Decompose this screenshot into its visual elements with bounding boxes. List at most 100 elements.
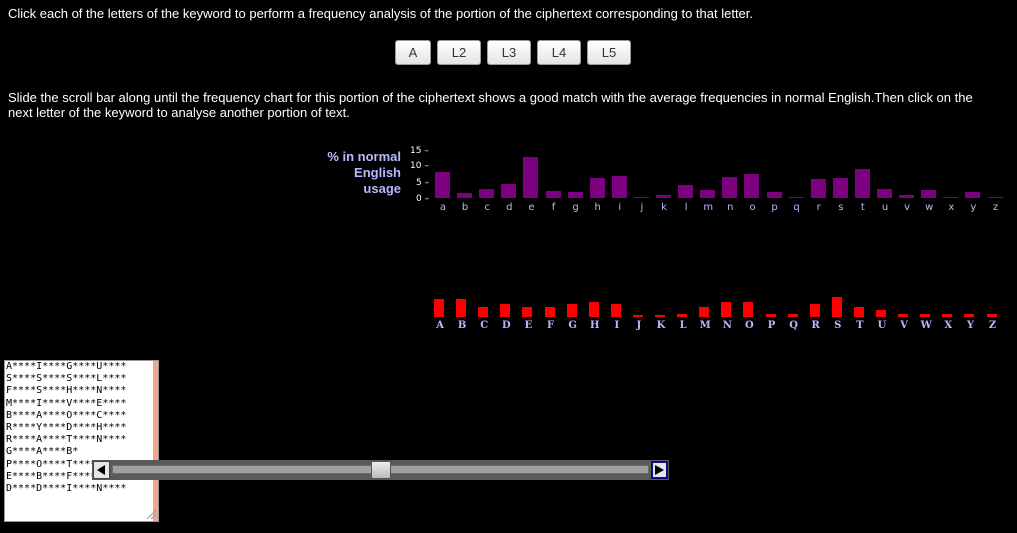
ciphertext-frequency-chart [432, 295, 1004, 317]
ciphertext-line: R****A****T****N**** [6, 434, 127, 446]
ciphertext-bar-D [500, 303, 511, 317]
ciphertext-lines: A****I****G****U**** S****S****S****L****… [5, 361, 158, 495]
ciphertext-line: R****Y****D****H**** [6, 422, 127, 434]
ciphertext-label-K: K [656, 320, 666, 331]
english-label-q: q [793, 202, 800, 213]
ciphertext-label-F: F [546, 320, 555, 331]
english-label-j: j [640, 202, 644, 213]
english-bar-h [589, 178, 605, 198]
english-label-y: y [970, 202, 977, 213]
english-label-f: f [551, 202, 556, 213]
english-bar-q [788, 197, 804, 198]
ciphertext-bar-T [853, 307, 864, 317]
ciphertext-label-H: H [589, 320, 600, 331]
key-button-l4[interactable]: L4 [537, 40, 581, 65]
ciphertext-bar-J [632, 315, 643, 317]
key-button-l2[interactable]: L2 [437, 40, 481, 65]
scroll-thumb[interactable] [370, 461, 391, 479]
ciphertext-label-Z: Z [988, 320, 997, 331]
ciphertext-label-J: J [636, 320, 642, 331]
ciphertext-line: G****A****B* [6, 446, 79, 458]
textarea-edge [153, 361, 158, 521]
ciphertext-bar-S [831, 297, 842, 317]
english-label-w: w [925, 202, 934, 213]
english-bar-g [567, 191, 583, 198]
english-bar-k [656, 195, 671, 198]
ciphertext-line: M****I****V****E**** [6, 397, 127, 409]
english-label-u: u [881, 202, 889, 213]
ytick-5: 5 – [416, 178, 430, 188]
ciphertext-label-I: I [614, 320, 620, 331]
ciphertext-label-W: W [920, 320, 932, 331]
ciphertext-label-O: O [745, 320, 754, 331]
english-bar-c [479, 189, 495, 198]
english-label-g: g [572, 202, 579, 213]
ciphertext-bar-I [610, 303, 621, 317]
ciphertext-label-Y: Y [966, 320, 974, 331]
english-bar-w [921, 190, 937, 198]
english-bar-s [832, 177, 848, 198]
ciphertext-bar-C [478, 307, 489, 317]
english-bar-n [722, 176, 738, 198]
english-chart-ylabel: % in normal English usage [308, 149, 401, 197]
english-label-k: k [661, 202, 667, 213]
ciphertext-line: E****B****F****T**** [6, 470, 127, 482]
scroll-right-button[interactable] [651, 461, 668, 479]
key-button-a[interactable]: A [395, 40, 431, 65]
ciphertext-bar-L [677, 313, 688, 317]
ciphertext-bar-Y [964, 313, 975, 317]
english-label-x: x [948, 202, 955, 213]
english-bar-p [766, 191, 782, 198]
ciphertext-bar-G [566, 303, 577, 317]
ciphertext-label-L: L [679, 320, 687, 331]
ciphertext-label-E: E [524, 320, 533, 331]
left-arrow-icon [97, 465, 105, 475]
ciphertext-line: F****S****H****N**** [6, 385, 127, 397]
ciphertext-bar-E [522, 307, 533, 317]
ytick-10: 10 – [410, 161, 429, 171]
ciphertext-line: A****I****G****U**** [6, 361, 127, 372]
english-label-d: d [506, 202, 513, 213]
ciphertext-label-Q: Q [789, 320, 798, 331]
ciphertext-label-P: P [767, 320, 776, 331]
english-label-l: l [684, 202, 688, 213]
english-bar-i [611, 175, 627, 198]
ciphertext-bar-U [876, 310, 886, 317]
ciphertext-line: P****O****T****Q**** [6, 458, 127, 470]
ylabel-line-2: English [354, 165, 401, 180]
resize-grip-icon[interactable] [145, 508, 157, 520]
ciphertext-line: B****A****O****C**** [6, 409, 127, 421]
ciphertext-bar-F [544, 307, 555, 317]
shift-scrollbar[interactable] [92, 460, 669, 480]
english-bar-j [633, 197, 649, 198]
ytick-15: 15 – [410, 146, 429, 156]
english-bar-f [545, 190, 561, 198]
ciphertext-label-S: S [834, 320, 842, 331]
instruction-line-2: Slide the scroll bar along until the fre… [8, 90, 973, 120]
ciphertext-label-T: T [856, 320, 864, 331]
scroll-left-button[interactable] [93, 461, 110, 479]
right-arrow-icon [655, 465, 664, 475]
english-bar-m [700, 190, 716, 198]
ciphertext-bar-X [942, 313, 953, 317]
ciphertext-bar-B [456, 298, 467, 317]
ciphertext-line: D****D****I****N**** [6, 483, 127, 495]
ciphertext-label-V: V [900, 320, 908, 331]
ciphertext-bar-M [699, 307, 710, 317]
ciphertext-textarea[interactable]: A****I****G****U**** S****S****S****L****… [4, 360, 159, 522]
ciphertext-bar-K [655, 315, 665, 317]
ciphertext-bar-Q [787, 313, 798, 317]
english-bar-u [877, 189, 892, 198]
english-bar-v [899, 194, 915, 198]
ciphertext-label-X: X [944, 320, 953, 331]
ciphertext-label-A: A [436, 320, 444, 331]
ciphertext-bar-Z [986, 313, 997, 317]
key-button-l5[interactable]: L5 [587, 40, 631, 65]
key-button-l3[interactable]: L3 [487, 40, 531, 65]
english-bar-x [943, 197, 959, 198]
english-label-e: e [528, 202, 535, 213]
ciphertext-line: S****S****S****L**** [6, 373, 127, 385]
ciphertext-bar-V [898, 313, 909, 317]
english-bar-b [457, 193, 473, 198]
ciphertext-label-N: N [722, 320, 732, 331]
